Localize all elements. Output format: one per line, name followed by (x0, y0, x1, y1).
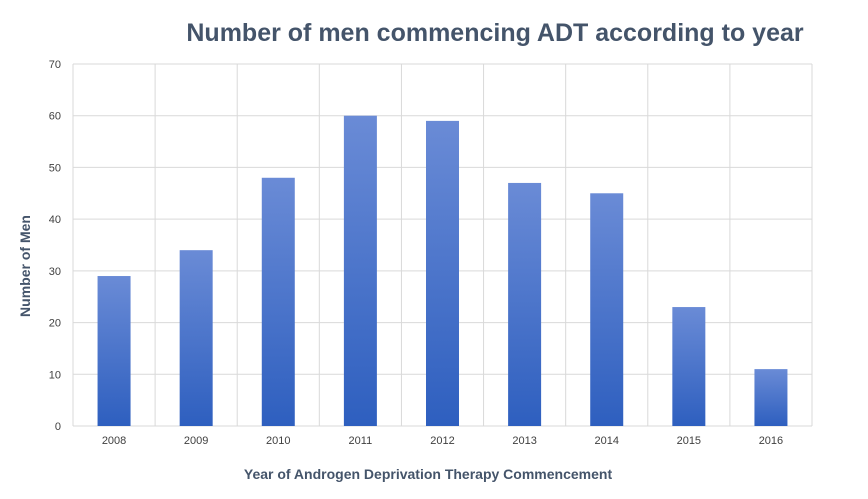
bar-2011 (343, 115, 377, 426)
x-tick-label: 2013 (512, 435, 536, 447)
bar-2009 (179, 250, 213, 426)
bar-2015 (672, 307, 706, 426)
x-tick-label: 2008 (102, 435, 126, 447)
x-tick-label: 2011 (349, 435, 373, 447)
x-tick-label: 2012 (430, 435, 454, 447)
y-tick-label: 0 (55, 421, 61, 433)
x-tick-label: 2009 (184, 435, 208, 447)
x-axis-ticks: 2008 2009 2010 2011 2012 2013 2014 2015 2016 (102, 435, 783, 447)
y-tick-label: 70 (49, 59, 61, 71)
y-tick-label: 50 (49, 162, 61, 174)
y-tick-label: 60 (49, 111, 61, 123)
bars (97, 115, 788, 426)
bar-2014 (590, 193, 624, 426)
bar-2012 (426, 120, 459, 426)
y-tick-label: 40 (49, 214, 61, 226)
x-tick-label: 2015 (677, 435, 701, 447)
bar-2013 (508, 182, 542, 426)
y-tick-label: 30 (49, 266, 61, 278)
chart-title: Number of men commencing ADT according t… (186, 19, 804, 47)
y-axis-title: Number of Men (17, 215, 33, 317)
bar-2010 (261, 177, 295, 426)
y-tick-label: 20 (49, 318, 61, 330)
bar-2008 (97, 276, 131, 426)
bar-2016 (754, 369, 788, 426)
x-tick-label: 2010 (266, 435, 290, 447)
x-tick-label: 2016 (759, 435, 783, 447)
x-tick-label: 2014 (594, 435, 618, 447)
x-axis-title: Year of Androgen Deprivation Therapy Com… (244, 466, 613, 482)
y-axis-ticks: 0 10 20 30 40 50 60 70 (49, 59, 61, 433)
y-tick-label: 10 (49, 369, 61, 381)
